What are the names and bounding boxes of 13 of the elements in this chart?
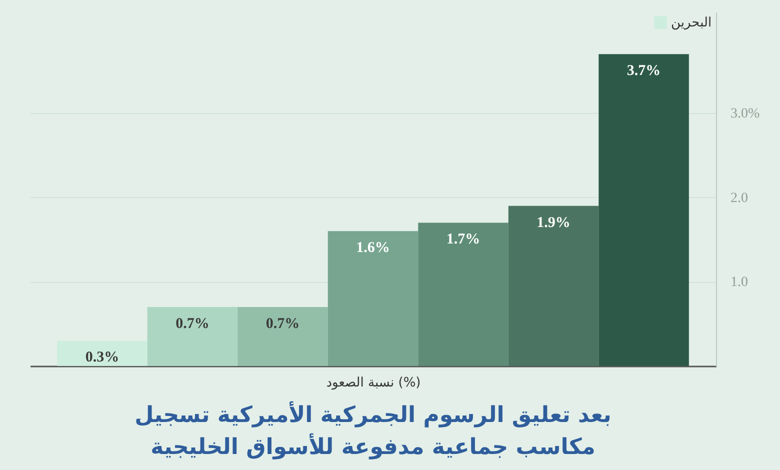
x-axis-title: نسبة الصعود (%) — [326, 376, 421, 390]
data-label: 1.6% — [356, 240, 390, 256]
data-label: 3.7% — [626, 63, 661, 80]
data-label: 0.7% — [176, 316, 210, 332]
data-label: 0.3% — [85, 350, 120, 366]
text: بعد تعليق الرسوم الجمركية الأميركية تسجيل مكاسب جماعية مدفوعة للأسواق الخليجية — [134, 401, 612, 460]
y-tick-label: 3.0% — [730, 106, 760, 122]
data-label: 0.7% — [266, 316, 300, 332]
data-label: 1.9% — [536, 214, 570, 231]
legend-label: البحرين — [671, 16, 712, 30]
data-label: 1.7% — [446, 232, 480, 248]
y-tick-label: 1.0 — [730, 275, 748, 290]
y-tick-label: 2.0 — [730, 190, 748, 206]
